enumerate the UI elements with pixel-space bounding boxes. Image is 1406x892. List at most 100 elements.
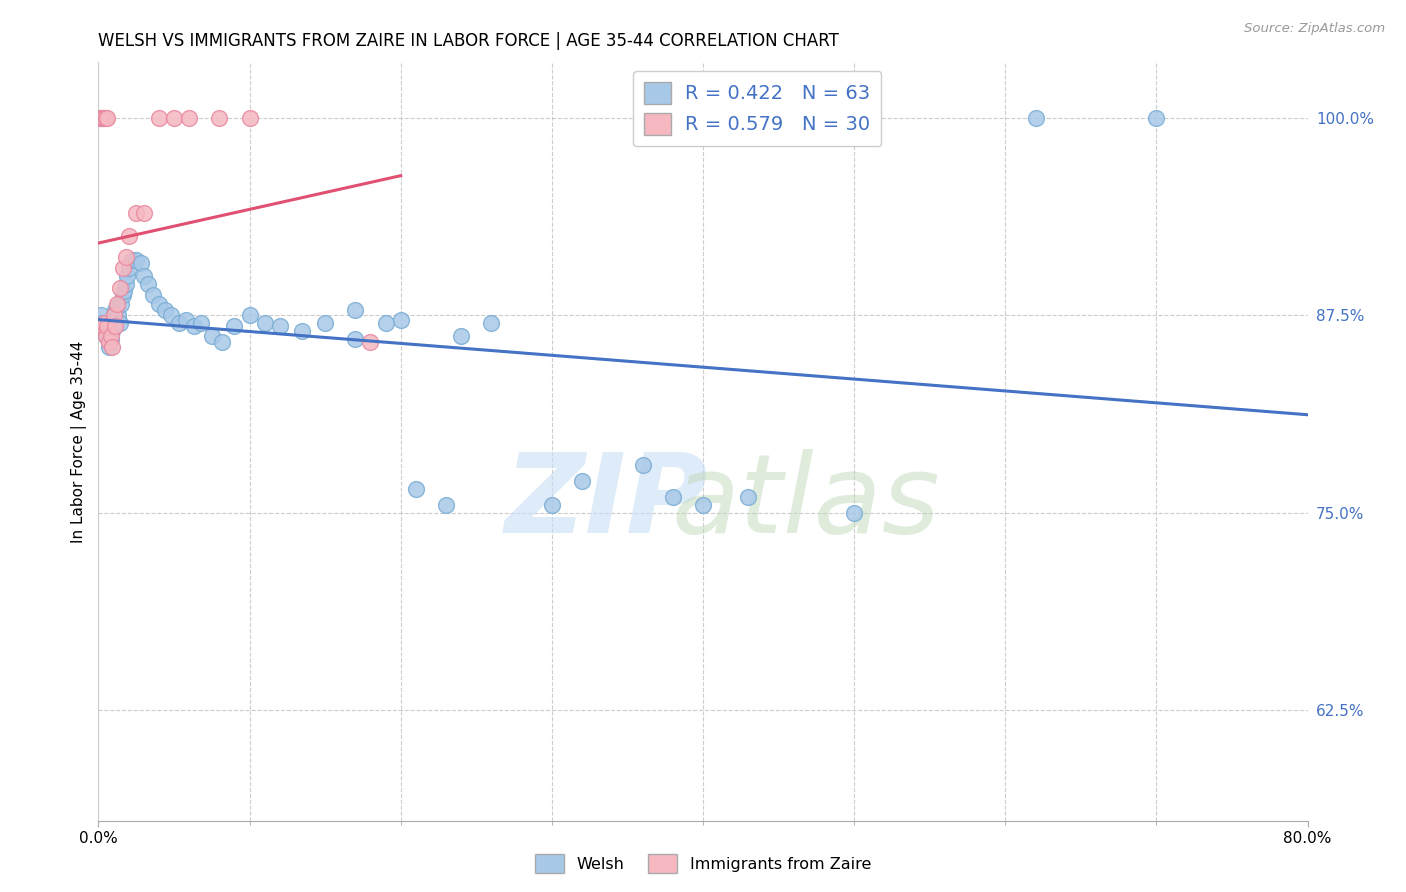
Point — [1144, 111, 1167, 125]
Point — [269, 319, 291, 334]
Point — [96, 319, 118, 334]
Point — [163, 111, 186, 125]
Point — [450, 328, 472, 343]
Point — [239, 308, 262, 322]
Legend: Welsh, Immigrants from Zaire: Welsh, Immigrants from Zaire — [529, 847, 877, 880]
Point — [108, 316, 131, 330]
Point — [190, 316, 212, 330]
Point — [118, 260, 141, 275]
Point — [314, 316, 336, 330]
Point — [112, 285, 135, 299]
Point — [89, 111, 111, 125]
Point — [105, 300, 128, 314]
Point — [111, 260, 134, 275]
Point — [344, 303, 367, 318]
Point — [93, 111, 115, 125]
Point — [98, 334, 121, 349]
Point — [132, 268, 155, 283]
Point — [90, 319, 112, 334]
Point — [1024, 111, 1046, 125]
Point — [93, 316, 115, 330]
Point — [101, 340, 124, 354]
Point — [94, 328, 117, 343]
Point — [540, 498, 562, 512]
Point — [129, 256, 152, 270]
Point — [208, 111, 231, 125]
Point — [844, 506, 866, 520]
Text: WELSH VS IMMIGRANTS FROM ZAIRE IN LABOR FORCE | AGE 35-44 CORRELATION CHART: WELSH VS IMMIGRANTS FROM ZAIRE IN LABOR … — [98, 32, 839, 50]
Point — [160, 308, 183, 322]
Point — [125, 205, 148, 219]
Point — [91, 316, 114, 330]
Legend: R = 0.422   N = 63, R = 0.579   N = 30: R = 0.422 N = 63, R = 0.579 N = 30 — [633, 71, 882, 146]
Point — [104, 303, 127, 318]
Point — [405, 482, 427, 496]
Point — [90, 111, 112, 125]
Point — [96, 319, 118, 334]
Point — [481, 316, 503, 330]
Point — [692, 498, 714, 512]
Point — [101, 324, 124, 338]
Y-axis label: In Labor Force | Age 35-44: In Labor Force | Age 35-44 — [72, 341, 87, 542]
Point — [344, 332, 367, 346]
Point — [100, 332, 122, 346]
Point — [105, 297, 128, 311]
Point — [132, 205, 155, 219]
Point — [90, 308, 112, 322]
Point — [571, 474, 593, 488]
Point — [253, 316, 276, 330]
Point — [103, 308, 125, 322]
Point — [125, 252, 148, 267]
Point — [211, 334, 233, 349]
Point — [104, 319, 127, 334]
Point — [111, 287, 134, 301]
Point — [90, 319, 112, 334]
Point — [91, 111, 114, 125]
Point — [142, 287, 165, 301]
Point — [115, 268, 138, 283]
Text: ZIP: ZIP — [505, 449, 709, 556]
Point — [94, 316, 117, 330]
Text: atlas: atlas — [672, 449, 941, 556]
Point — [96, 111, 118, 125]
Point — [224, 319, 246, 334]
Point — [174, 313, 197, 327]
Point — [136, 277, 159, 291]
Point — [118, 229, 141, 244]
Point — [100, 328, 122, 343]
Point — [389, 313, 412, 327]
Point — [93, 319, 115, 334]
Point — [434, 498, 457, 512]
Point — [89, 316, 111, 330]
Point — [121, 252, 143, 267]
Point — [89, 319, 111, 334]
Point — [114, 277, 136, 291]
Point — [239, 111, 262, 125]
Point — [148, 297, 170, 311]
Point — [167, 316, 190, 330]
Point — [91, 319, 114, 334]
Point — [661, 490, 683, 504]
Point — [291, 324, 314, 338]
Point — [108, 281, 131, 295]
Point — [91, 324, 114, 338]
Point — [114, 250, 136, 264]
Text: Source: ZipAtlas.com: Source: ZipAtlas.com — [1244, 22, 1385, 36]
Point — [98, 340, 121, 354]
Point — [94, 328, 117, 343]
Point — [110, 297, 132, 311]
Point — [631, 458, 654, 473]
Point — [201, 328, 224, 343]
Point — [183, 319, 205, 334]
Point — [179, 111, 201, 125]
Point — [737, 490, 759, 504]
Point — [94, 111, 117, 125]
Point — [100, 316, 122, 330]
Point — [103, 308, 125, 322]
Point — [374, 316, 396, 330]
Point — [103, 319, 125, 334]
Point — [153, 303, 176, 318]
Point — [107, 308, 129, 322]
Point — [148, 111, 170, 125]
Point — [360, 334, 382, 349]
